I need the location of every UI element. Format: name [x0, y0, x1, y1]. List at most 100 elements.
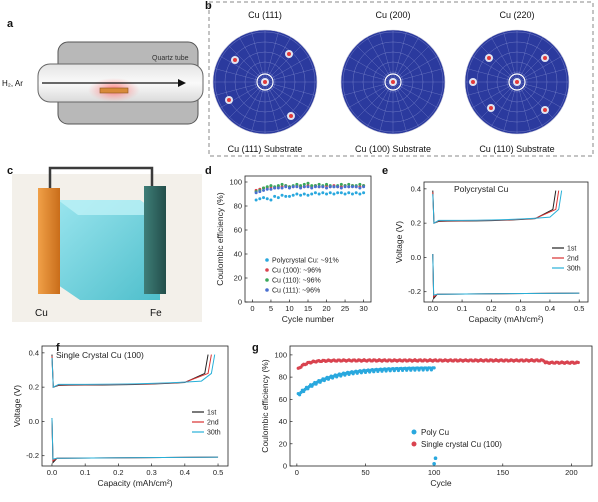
legend-marker [265, 258, 269, 262]
cell-illustration: Cu Fe [12, 166, 202, 322]
data-point [317, 185, 321, 189]
data-point [265, 197, 269, 201]
panel-d-label: d [205, 165, 212, 177]
legend-entry: 1st [207, 410, 216, 417]
data-point [358, 192, 362, 196]
panel-g-label: g [252, 342, 259, 354]
x-tick-label: 200 [565, 468, 578, 477]
data-point [350, 185, 354, 189]
legend-entry: 2nd [207, 420, 219, 427]
data-point [325, 192, 329, 196]
data-point [265, 185, 269, 189]
pole-ring [256, 73, 274, 91]
pole-caption-1: Cu (111) Substrate [228, 144, 303, 154]
data-point [254, 191, 258, 195]
y-axis-label: Voltage (V) [394, 221, 404, 263]
panel-a: a Quartz tube H₂, Ar [0, 0, 205, 150]
y-tick-label: 100 [274, 350, 287, 359]
data-point [291, 185, 295, 189]
data-point [432, 366, 436, 370]
data-point [321, 185, 325, 189]
y-axis-label: Coulombic efficiency (%) [260, 359, 270, 453]
data-point [291, 193, 295, 197]
data-point [325, 186, 329, 190]
data-point [347, 185, 351, 189]
panel-f: f 0.0 0.1 0.2 0.3 0.4 0.5 -0.2 0.0 0.2 0.4 Capacit… [0, 340, 235, 502]
x-tick-label: 5 [269, 304, 273, 313]
data-point [433, 456, 438, 461]
data-point [287, 186, 291, 190]
legend-entry: Cu (111): ~96% [272, 288, 320, 295]
data-point [332, 192, 336, 196]
panel-g: g 0 50 100 150 200 0 20 40 60 80 100 Cycle Coulombic… [240, 340, 598, 502]
data-point [262, 188, 266, 192]
pole-figure [212, 29, 318, 135]
pole-spot-core [515, 80, 519, 84]
data-point [276, 184, 280, 188]
data-point [310, 186, 314, 190]
pole-spot-core [263, 80, 267, 84]
legend-marker [411, 429, 417, 435]
plating-curve [51, 417, 219, 462]
data-point [276, 196, 280, 200]
y-tick-label: 0.2 [29, 383, 39, 392]
pole-title-1: Cu (111) [248, 10, 282, 20]
plating-curve [432, 253, 580, 300]
data-point [358, 182, 362, 186]
wire [48, 166, 154, 190]
data-point [354, 185, 358, 189]
data-point [339, 186, 343, 190]
data-point [262, 186, 266, 190]
data-point [576, 360, 580, 365]
pole-spot-core [543, 56, 547, 60]
y-tick-label: 80 [279, 373, 287, 382]
plating-curve [432, 253, 580, 298]
data-point [269, 187, 273, 191]
pole-spot-core [289, 114, 293, 118]
x-axis-label: Capacity (mAh/cm²) [97, 478, 172, 488]
stripping-curve [51, 354, 216, 388]
x-tick-label: 150 [497, 468, 510, 477]
data-point [306, 181, 310, 185]
chart-f: 0.0 0.1 0.2 0.3 0.4 0.5 -0.2 0.0 0.2 0.4 Capacity … [12, 345, 229, 488]
furnace-schematic: Quartz tube H₂, Ar [2, 41, 204, 125]
tube-label: Quartz tube [152, 55, 189, 62]
y-tick-label: 0.4 [411, 184, 421, 193]
data-point [347, 182, 351, 186]
pole-spot-core [233, 58, 237, 62]
dashed-frame [208, 1, 594, 157]
chart-title: Polycrystal Cu [454, 184, 509, 194]
data-point [362, 191, 366, 195]
data-point [317, 192, 321, 196]
pole-ring [508, 73, 526, 91]
data-point [295, 185, 299, 189]
x-tick-label: 100 [428, 468, 441, 477]
x-tick-label: 0.5 [574, 304, 584, 313]
data-point [302, 185, 306, 189]
data-point [347, 191, 351, 195]
legend-entry: Poly Cu [421, 428, 449, 437]
data-point [336, 191, 340, 195]
pole-title-3: Cu (220) [499, 10, 534, 20]
data-point [306, 193, 310, 197]
x-tick-label: 0.0 [47, 468, 57, 477]
y-axis-label: Voltage (V) [12, 385, 22, 427]
legend-entry: Polycrystal Cu: ~91% [272, 258, 339, 265]
y-tick-label: 0.2 [411, 219, 421, 228]
x-tick-label: 0.3 [146, 468, 156, 477]
panel-e-label: e [382, 165, 389, 177]
pole-spot-core [391, 80, 395, 84]
legend-marker [265, 268, 269, 272]
x-tick-label: 0.3 [515, 304, 525, 313]
y-tick-label: 0.0 [29, 417, 39, 426]
data-point [295, 192, 299, 196]
data-point [339, 191, 343, 195]
y-tick-label: 80 [234, 202, 242, 211]
legend-entry: Cu (110): ~96% [272, 278, 321, 285]
pole-spot-core [471, 80, 475, 84]
x-tick-label: 0.2 [113, 468, 123, 477]
plating-curve [51, 417, 219, 460]
data-point [310, 192, 314, 196]
data-point [317, 182, 321, 186]
